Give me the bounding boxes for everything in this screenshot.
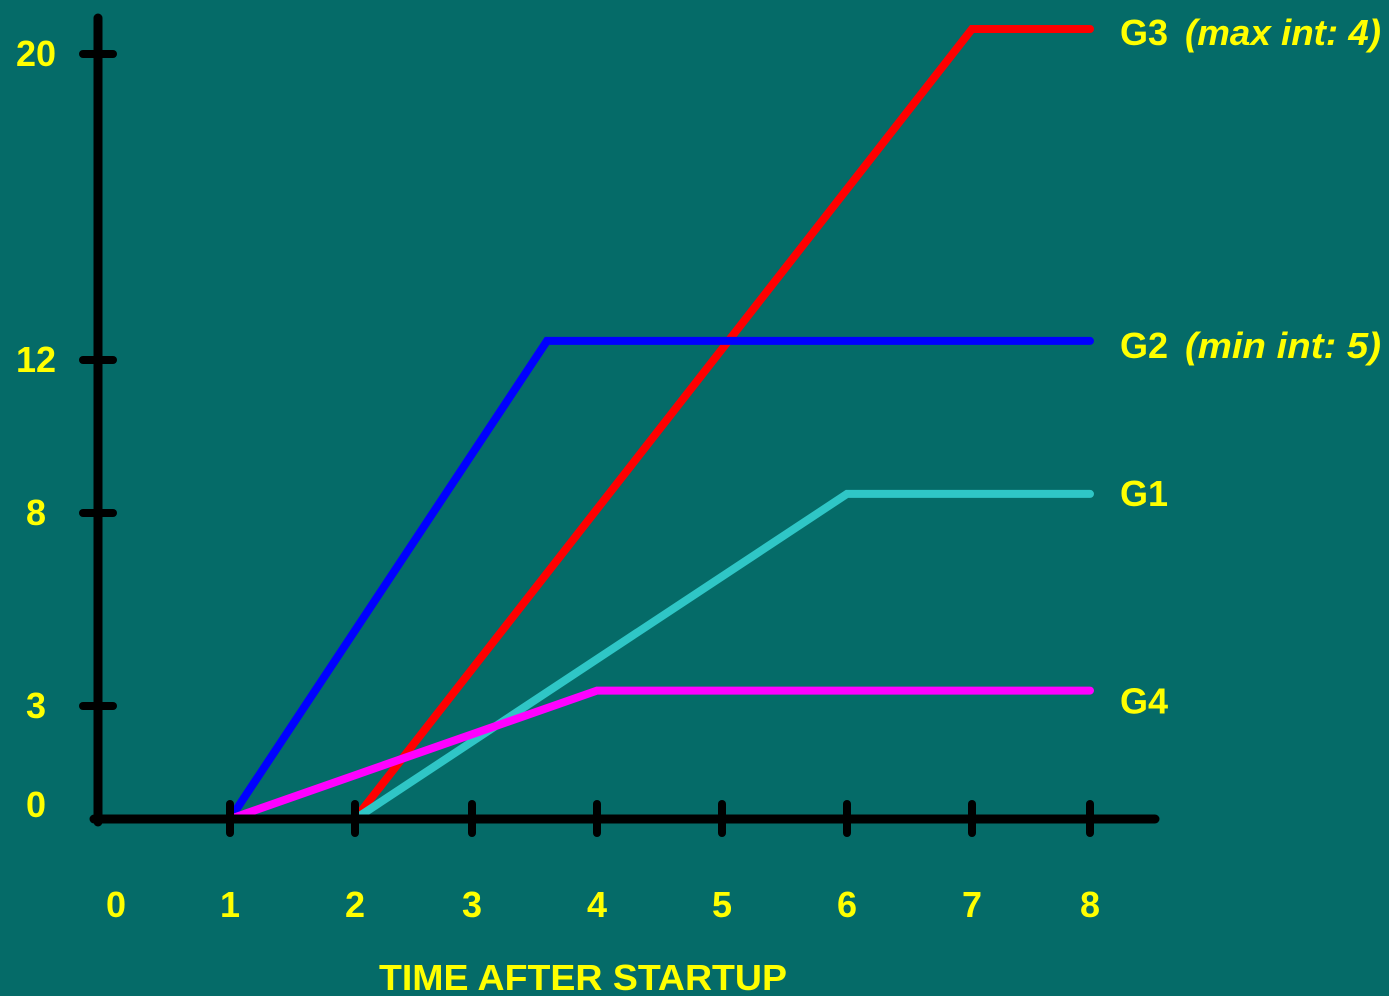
series-label-g2: G2 xyxy=(1120,325,1168,366)
y-tick-label: 20 xyxy=(16,33,56,74)
y-tick-label: 0 xyxy=(26,784,46,825)
x-tick-label: 6 xyxy=(837,884,857,925)
x-axis-title: TIME AFTER STARTUP xyxy=(379,957,787,996)
series-labels: G3 (max int: 4) G2 (min int: 5) G1 G4 xyxy=(1120,12,1381,722)
x-tick-label: 4 xyxy=(587,884,607,925)
y-tick-label: 3 xyxy=(26,685,46,726)
x-tick-label: 2 xyxy=(345,884,365,925)
x-tick-label: 8 xyxy=(1080,884,1100,925)
series-label-g1: G1 xyxy=(1120,473,1168,514)
series-line-g2 xyxy=(226,336,1094,823)
x-tick-label: 7 xyxy=(962,884,982,925)
series-note-g3: (max int: 4) xyxy=(1185,12,1381,53)
series-line-g1 xyxy=(351,489,1094,823)
series-line-g4 xyxy=(226,686,1094,823)
series-note-g2: (min int: 5) xyxy=(1185,325,1381,366)
series-label-g4: G4 xyxy=(1120,681,1168,722)
series-layer xyxy=(226,25,1094,823)
series-line-g3 xyxy=(351,25,1094,823)
x-tick-label: 0 xyxy=(106,884,126,925)
y-tick-label: 12 xyxy=(16,339,56,380)
axes xyxy=(89,13,1160,827)
x-tick-label: 5 xyxy=(712,884,732,925)
series-label-g3: G3 xyxy=(1120,12,1168,53)
y-tick-label: 8 xyxy=(26,492,46,533)
x-tick-label: 1 xyxy=(220,884,240,925)
x-tick-label: 3 xyxy=(462,884,482,925)
